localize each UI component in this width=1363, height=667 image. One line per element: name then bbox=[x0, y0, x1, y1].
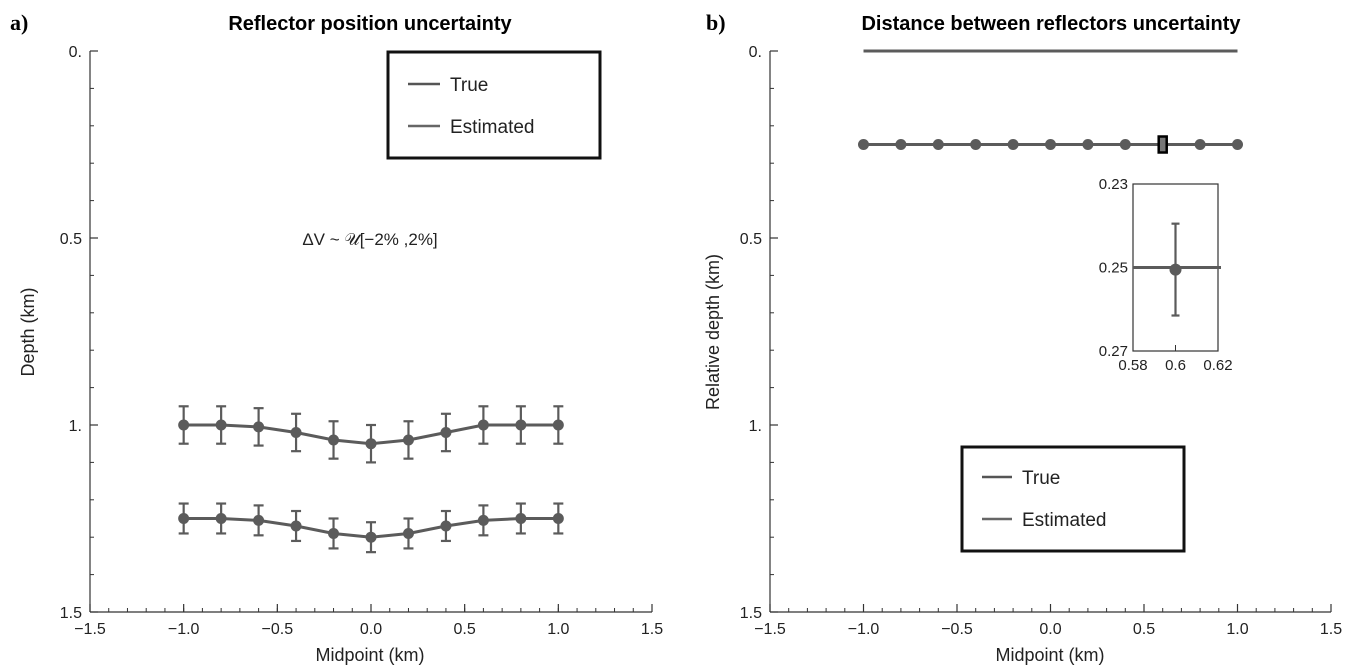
panel-a-series-1-point bbox=[178, 513, 190, 524]
panel-b: b) Distance between reflectors uncertain… bbox=[703, 10, 1342, 665]
panel-b-inset-y-tick-label: 0.23 bbox=[1099, 176, 1128, 193]
panel-b-legend-box bbox=[960, 445, 1186, 553]
panel-a-series-0-point bbox=[552, 419, 564, 431]
panel-b-xlabel: Midpoint (km) bbox=[995, 645, 1104, 665]
panel-a-legend-true: True bbox=[450, 75, 488, 96]
panel-a-series-1-point bbox=[552, 513, 564, 524]
panel-a-series-0-point bbox=[328, 434, 340, 446]
panel-a-series-1-point bbox=[365, 531, 377, 543]
panel-a-series-0-point bbox=[253, 421, 265, 433]
panel-a-series-1-point bbox=[402, 527, 414, 539]
panel-a-series-0-point bbox=[365, 438, 377, 450]
panel-a-x-tick-label: −0.5 bbox=[262, 621, 294, 638]
panel-a: a) Reflector position uncertainty Midpoi… bbox=[10, 10, 663, 665]
panel-b-legend: True Estimated bbox=[960, 445, 1186, 553]
panel-b-series-1-point bbox=[932, 139, 944, 150]
panel-a-legend: True Estimated bbox=[386, 50, 602, 160]
panel-a-annotation: ΔV ~ 𝒰[−2% ,2%] bbox=[302, 230, 437, 249]
panel-b-series-1-point bbox=[858, 139, 869, 150]
panel-a-label: a) bbox=[10, 10, 28, 35]
panel-a-series-1-point bbox=[253, 514, 265, 526]
panel-a-x-tick-label: −1.5 bbox=[74, 621, 106, 638]
panel-b-series-1-point bbox=[895, 139, 907, 150]
panel-a-series-0-point bbox=[515, 419, 527, 431]
panel-b-inset-x-tick-label: 0.6 bbox=[1165, 357, 1186, 374]
panel-a-x-tick-label: 1.5 bbox=[641, 621, 663, 638]
panel-a-xlabel: Midpoint (km) bbox=[315, 645, 424, 665]
panel-a-series-1-point bbox=[215, 513, 227, 524]
panel-b-label: b) bbox=[706, 10, 726, 35]
panel-b-series-1-point bbox=[970, 139, 982, 150]
panel-b-legend-estimated: Estimated bbox=[1022, 510, 1106, 531]
panel-a-x-tick-label: 1.0 bbox=[547, 621, 569, 638]
panel-a-series-0-point bbox=[290, 426, 302, 438]
panel-b-x-tick-label: 0.5 bbox=[1133, 621, 1155, 638]
panel-b-series-1-point bbox=[1232, 139, 1243, 150]
panel-b-zoom-marker bbox=[1157, 135, 1168, 154]
panel-b-y-tick-label: 0.5 bbox=[740, 231, 762, 248]
panel-b-x-tick-label: −1.0 bbox=[848, 621, 880, 638]
panel-a-series-0-point bbox=[215, 419, 227, 431]
panel-b-inset-x-tick-label: 0.62 bbox=[1203, 357, 1232, 374]
panel-b-inset-x-tick-label: 0.58 bbox=[1118, 357, 1147, 374]
panel-a-series-0-point bbox=[477, 419, 489, 431]
panel-a-series-1-point bbox=[328, 527, 340, 539]
panel-b-series-1-point bbox=[1194, 139, 1206, 150]
panel-b-inset-y-tick-label: 0.25 bbox=[1099, 260, 1128, 277]
panel-a-y-tick-label: 0.5 bbox=[60, 231, 82, 248]
panel-a-y-tick-label: 1. bbox=[69, 418, 82, 435]
panel-b-y-tick-label: 0. bbox=[749, 44, 762, 61]
panel-b-x-tick-label: 1.5 bbox=[1320, 621, 1342, 638]
panel-b-inset: 0.58 0.6 0.62 0.23 0.25 0.27 bbox=[1099, 176, 1233, 374]
panel-b-series-1-point bbox=[1045, 139, 1056, 150]
panel-a-plot-area: −1.5 −1.0 −0.5 0.0 0.5 1.0 1.5 0. 0.5 1. 1.5 bbox=[60, 44, 663, 638]
panel-b-series-1-point bbox=[1007, 139, 1019, 150]
panel-b-x-tick-label: −1.5 bbox=[754, 621, 786, 638]
panel-b-y-tick-label: 1. bbox=[749, 418, 762, 435]
panel-b-legend-true: True bbox=[1022, 468, 1060, 489]
panel-a-series-1-point bbox=[477, 514, 489, 526]
panel-a-ylabel: Depth (km) bbox=[18, 287, 38, 376]
panel-a-series-0-point bbox=[402, 434, 414, 446]
panel-b-x-tick-label: 1.0 bbox=[1226, 621, 1248, 638]
panel-b-plot-area: −1.5 −1.0 −0.5 0.0 0.5 1.0 1.5 0. 0.5 1. 1.5 bbox=[740, 44, 1342, 638]
panel-a-series-0-point bbox=[178, 419, 190, 431]
panel-b-inset-point bbox=[1169, 263, 1182, 276]
panel-a-y-tick-label: 0. bbox=[69, 44, 82, 61]
panel-a-legend-box bbox=[386, 50, 602, 160]
panel-a-title: Reflector position uncertainty bbox=[228, 13, 512, 35]
panel-b-series-1-point bbox=[1082, 139, 1094, 150]
panel-a-x-tick-label: 0.5 bbox=[454, 621, 476, 638]
panel-b-series-1-point bbox=[1119, 139, 1131, 150]
panel-a-series-1-point bbox=[515, 513, 527, 524]
panel-b-ylabel: Relative depth (km) bbox=[703, 254, 723, 410]
panel-a-series-1-point bbox=[290, 520, 302, 532]
panel-a-series-1-point bbox=[440, 520, 452, 532]
panel-b-y-tick-label: 1.5 bbox=[740, 605, 762, 622]
panel-a-series-0-point bbox=[440, 426, 452, 438]
panel-a-legend-estimated: Estimated bbox=[450, 117, 534, 138]
panel-b-x-tick-label: −0.5 bbox=[941, 621, 973, 638]
panel-b-inset-y-tick-label: 0.27 bbox=[1099, 343, 1128, 360]
panel-b-title: Distance between reflectors uncertainty bbox=[861, 13, 1241, 35]
panel-a-x-tick-label: −1.0 bbox=[168, 621, 200, 638]
panel-a-x-tick-label: 0.0 bbox=[360, 621, 382, 638]
panel-a-y-tick-label: 1.5 bbox=[60, 605, 82, 622]
panel-b-x-tick-label: 0.0 bbox=[1039, 621, 1061, 638]
